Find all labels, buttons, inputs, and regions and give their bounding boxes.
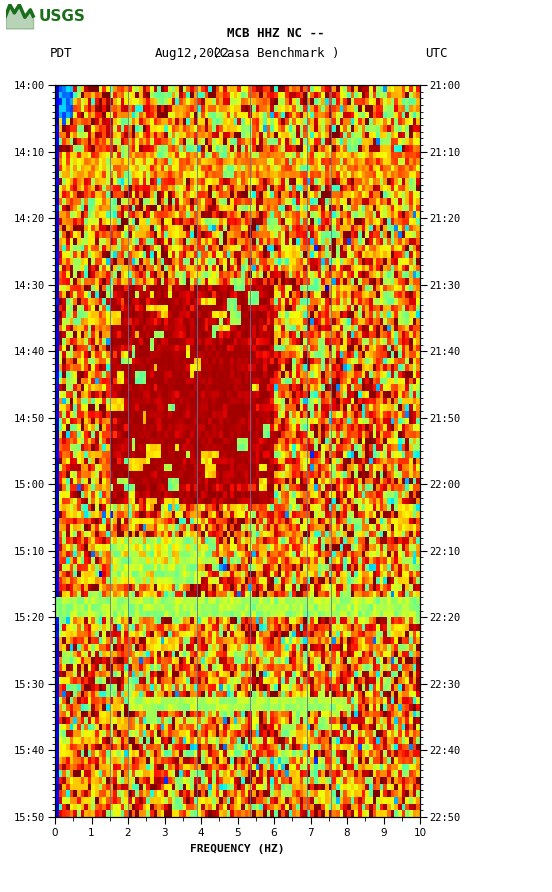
Text: (Casa Benchmark ): (Casa Benchmark ) — [213, 47, 339, 60]
Text: MCB HHZ NC --: MCB HHZ NC -- — [227, 28, 325, 40]
Text: UTC: UTC — [426, 47, 448, 60]
Text: PDT: PDT — [50, 47, 72, 60]
Text: USGS: USGS — [39, 9, 86, 23]
Text: Aug12,2022: Aug12,2022 — [155, 47, 230, 60]
X-axis label: FREQUENCY (HZ): FREQUENCY (HZ) — [190, 844, 285, 854]
